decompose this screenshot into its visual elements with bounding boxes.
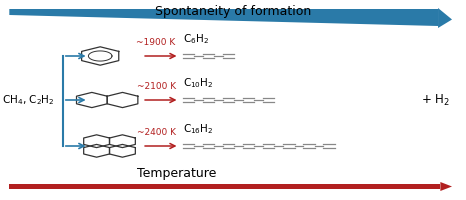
- Text: ~2400 K: ~2400 K: [137, 128, 176, 137]
- Polygon shape: [440, 182, 452, 191]
- Polygon shape: [438, 8, 452, 28]
- Text: C$_6$H$_2$: C$_6$H$_2$: [183, 32, 209, 46]
- Polygon shape: [9, 184, 440, 189]
- Text: C$_{16}$H$_2$: C$_{16}$H$_2$: [183, 122, 213, 136]
- Text: ~1900 K: ~1900 K: [137, 38, 176, 47]
- Text: Spontaneity of formation: Spontaneity of formation: [155, 5, 311, 18]
- Polygon shape: [9, 9, 438, 26]
- Text: + H$_2$: + H$_2$: [421, 92, 450, 108]
- Text: ~2100 K: ~2100 K: [137, 82, 176, 91]
- Text: C$_{10}$H$_2$: C$_{10}$H$_2$: [183, 76, 213, 90]
- Text: Temperature: Temperature: [137, 166, 217, 180]
- Text: CH$_4$, C$_2$H$_2$: CH$_4$, C$_2$H$_2$: [2, 93, 55, 107]
